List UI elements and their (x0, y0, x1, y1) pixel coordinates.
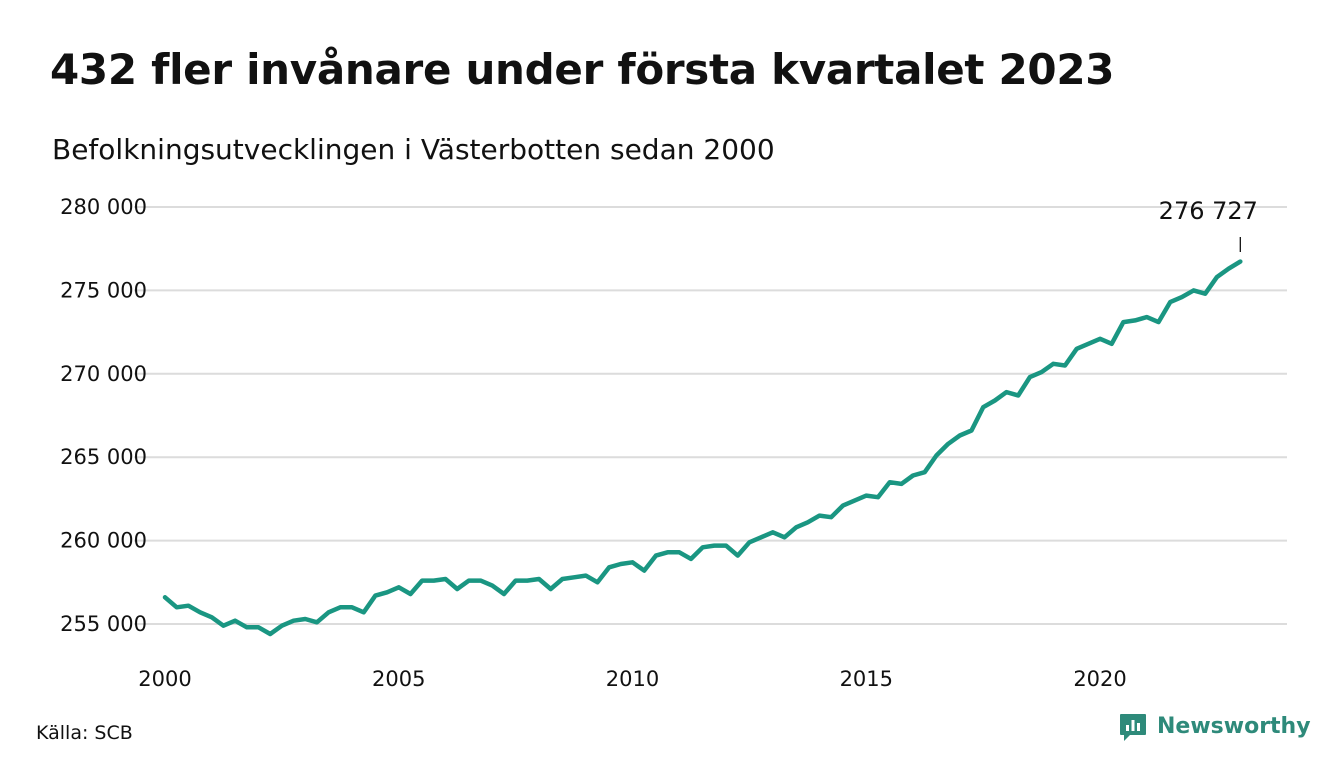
brand-logo: Newsworthy (1118, 712, 1311, 742)
end-annotation: 276 727 (1159, 197, 1258, 252)
series-line (162, 259, 1243, 637)
x-tick-label: 2000 (138, 667, 191, 691)
gridlines (134, 206, 1287, 625)
y-tick-label: 280 000 (60, 195, 147, 219)
end-value-label: 276 727 (1159, 197, 1258, 225)
y-tick-label: 275 000 (60, 278, 147, 302)
y-tick-label: 255 000 (60, 612, 147, 636)
source-note: Källa: SCB (36, 722, 133, 744)
brand-name: Newsworthy (1157, 714, 1311, 739)
chart-title: 432 fler invånare under första kvartalet… (50, 45, 1115, 94)
x-tick-label: 2005 (372, 667, 425, 691)
newsworthy-logo-icon (1120, 714, 1146, 741)
x-tick-label: 2015 (840, 667, 893, 691)
y-tick-label: 260 000 (60, 529, 147, 553)
y-tick-label: 270 000 (60, 362, 147, 386)
x-tick-label: 2020 (1073, 667, 1126, 691)
y-axis-labels: 255 000 260 000 265 000 270 000 275 000 280 0… (60, 195, 147, 636)
y-tick-label: 265 000 (60, 445, 147, 469)
chart-subtitle: Befolkningsutvecklingen i Västerbotten s… (52, 133, 775, 166)
x-tick-label: 2010 (606, 667, 659, 691)
series-group (162, 259, 1243, 637)
x-axis-labels: 2000 2005 2010 2015 2020 (138, 667, 1127, 691)
